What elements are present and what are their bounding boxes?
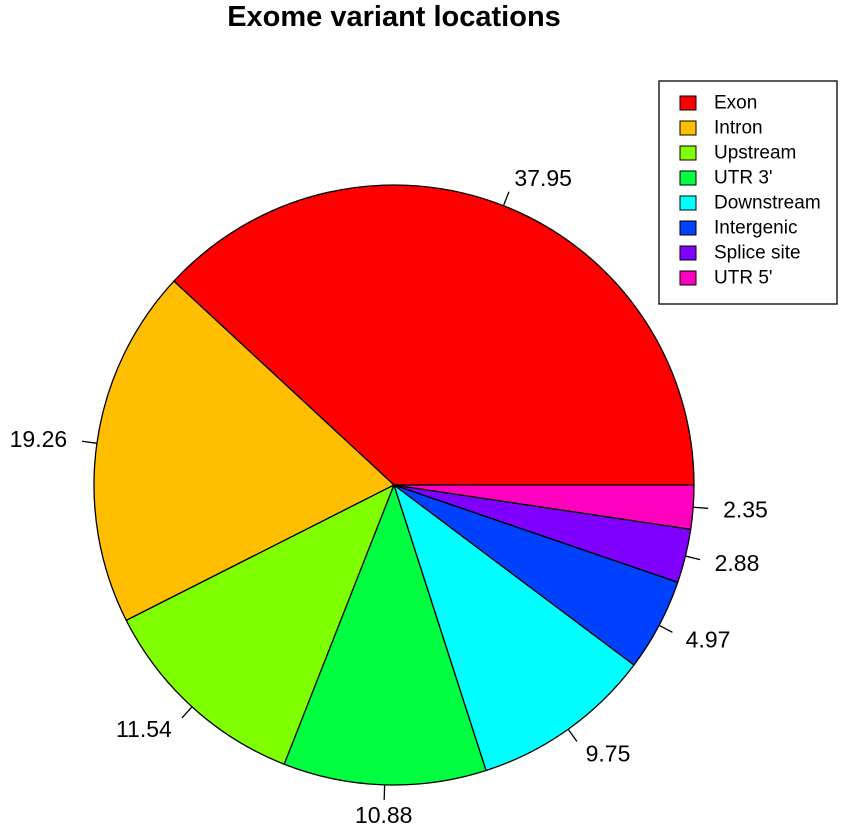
legend: Exon Intron Upstream UTR 3' Downstream Interg… bbox=[658, 80, 838, 305]
pie-slice-downstream bbox=[392, 483, 635, 772]
legend-swatch bbox=[679, 145, 697, 161]
legend-label: Downstream bbox=[714, 193, 821, 214]
slice-value-label: 4.97 bbox=[686, 626, 731, 652]
slice-tick bbox=[658, 624, 673, 633]
slice-tick bbox=[693, 506, 709, 509]
pie-slices bbox=[93, 184, 695, 786]
legend-label: UTR 5' bbox=[714, 268, 773, 289]
pie-slice-utr-5 bbox=[393, 484, 695, 531]
legend-swatch bbox=[679, 245, 697, 261]
slice-tick bbox=[181, 706, 193, 719]
chart-title: Exome variant locations bbox=[227, 1, 561, 33]
legend-swatch bbox=[679, 170, 697, 186]
legend-items: Exon Intron Upstream UTR 3' Downstream Interg… bbox=[679, 93, 821, 289]
slice-tick bbox=[567, 728, 578, 742]
legend-swatch bbox=[679, 220, 697, 236]
legend-swatch bbox=[679, 270, 697, 286]
legend-label: Upstream bbox=[714, 143, 796, 164]
slice-tick bbox=[81, 440, 98, 444]
legend-label: UTR 3' bbox=[714, 168, 773, 189]
legend-swatch bbox=[679, 195, 697, 211]
legend-label: Exon bbox=[714, 93, 757, 114]
legend-swatch bbox=[679, 95, 697, 111]
slice-label-ticks bbox=[81, 191, 709, 800]
slice-value-label: 9.75 bbox=[586, 741, 631, 767]
slice-tick bbox=[502, 191, 510, 206]
slice-value-label: 37.95 bbox=[514, 165, 572, 191]
slice-labels: 37.95 19.26 11.54 10.88 9.75 4.97 2.88 2.35 bbox=[10, 165, 768, 828]
slice-value-label: 19.26 bbox=[10, 426, 68, 452]
pie-slice-utr-3 bbox=[283, 483, 487, 786]
slice-value-label: 11.54 bbox=[116, 716, 172, 742]
slice-value-label: 2.88 bbox=[715, 550, 760, 576]
legend-swatch bbox=[679, 120, 697, 136]
legend-box bbox=[658, 80, 838, 305]
slice-value-label: 2.35 bbox=[723, 496, 768, 522]
slice-value-label: 10.88 bbox=[355, 802, 413, 828]
slice-tick bbox=[685, 555, 701, 561]
legend-label: Intergenic bbox=[714, 218, 797, 239]
legend-label: Splice site bbox=[714, 243, 801, 264]
legend-label: Intron bbox=[714, 118, 763, 139]
